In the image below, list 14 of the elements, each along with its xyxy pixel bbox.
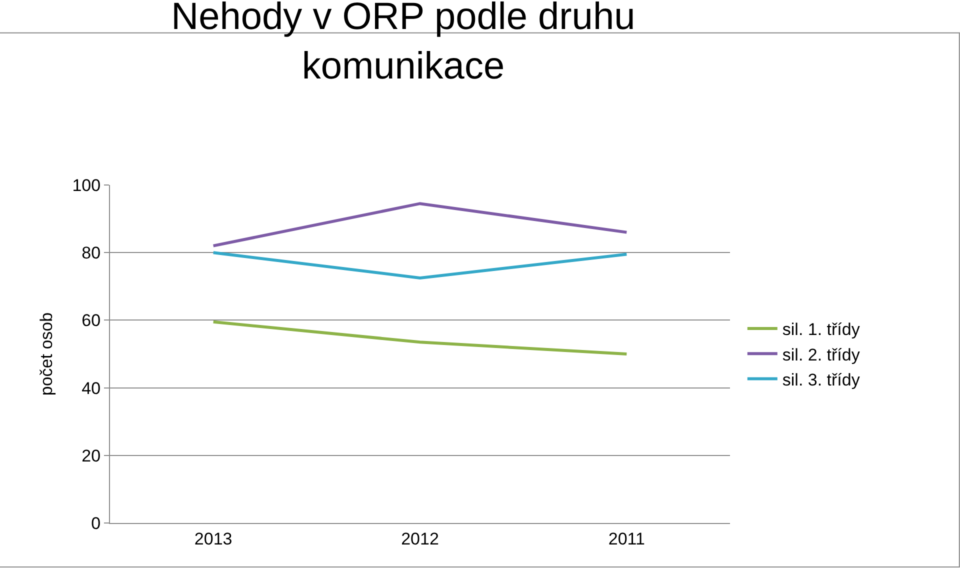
- y-tick-label: 40: [82, 378, 101, 398]
- y-tick-label: 20: [82, 446, 101, 466]
- y-tick-label: 0: [91, 514, 101, 533]
- y-tick-label: 60: [82, 311, 101, 330]
- x-tick-label: 2012: [401, 529, 439, 548]
- legend-label: sil. 1. třídy: [782, 320, 860, 340]
- legend-label: sil. 3. třídy: [782, 370, 860, 390]
- chart-title: Nehody v ORP podle druhu komunikace: [171, 0, 636, 88]
- y-axis-title: počet osob: [36, 312, 56, 396]
- x-tick-label: 2013: [194, 529, 232, 548]
- legend-label: sil. 2. třídy: [782, 345, 860, 364]
- y-tick-label: 100: [72, 176, 101, 195]
- y-tick-label: 80: [82, 244, 101, 263]
- x-tick-label: 2011: [608, 529, 645, 548]
